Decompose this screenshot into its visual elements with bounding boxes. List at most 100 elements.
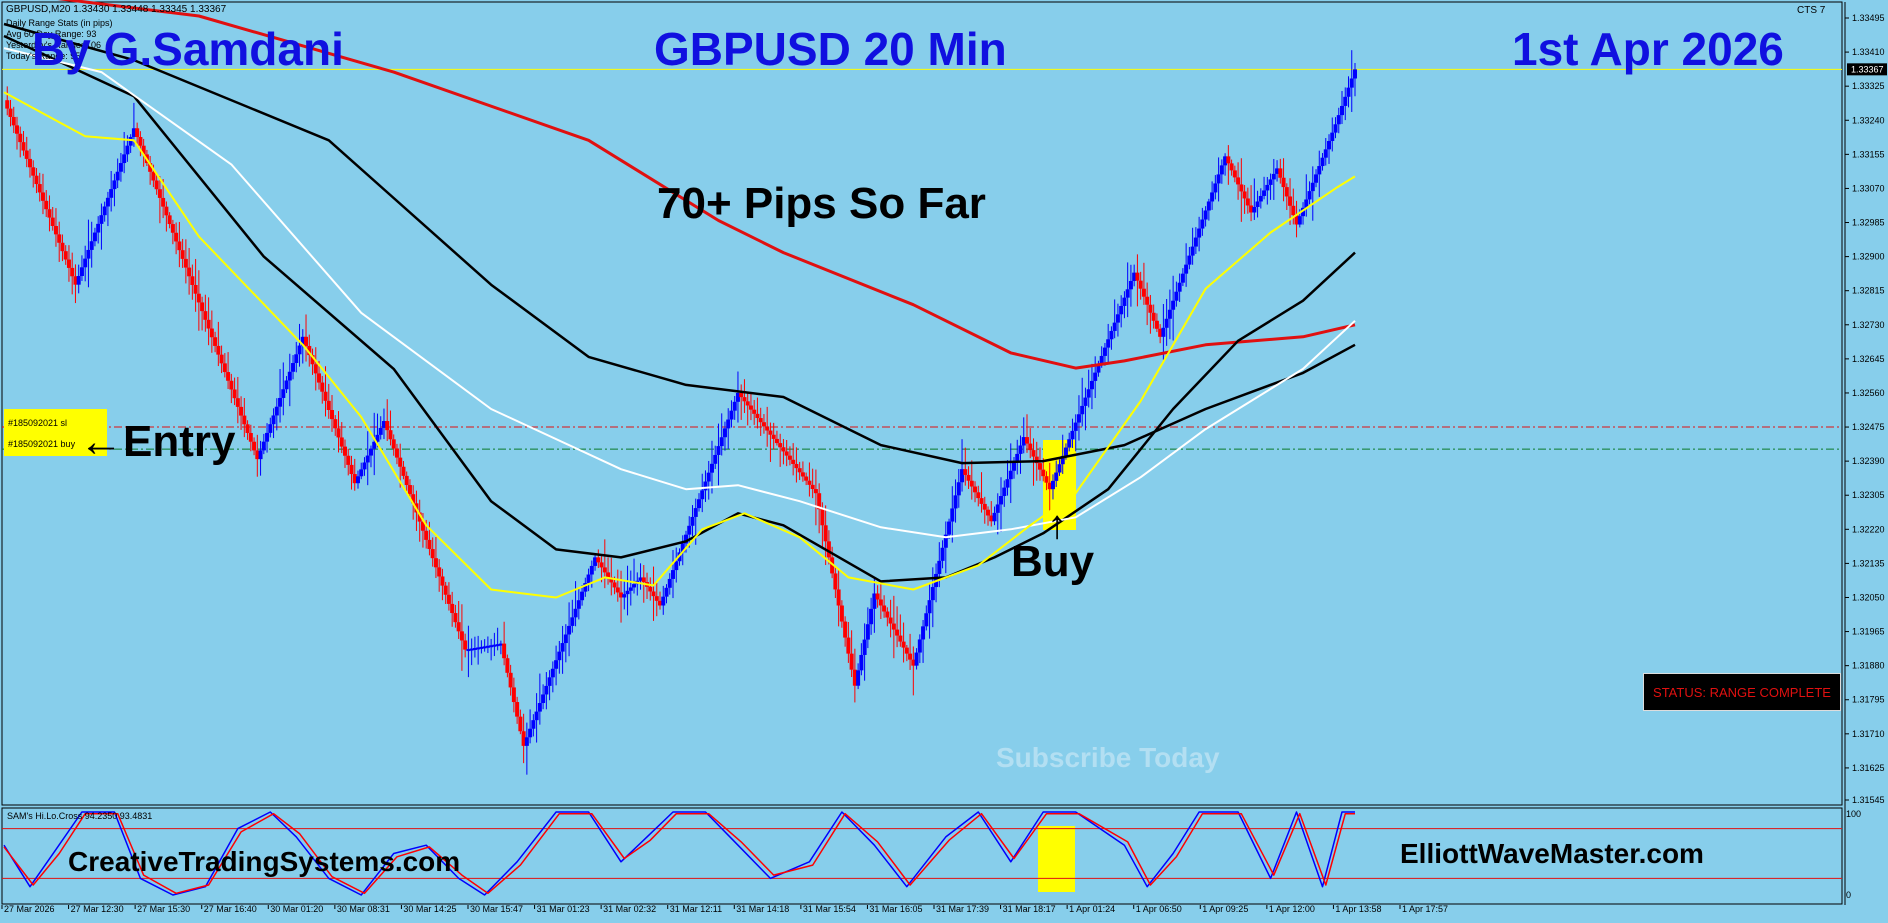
bull-bar — [1193, 237, 1198, 247]
bear-bar — [398, 457, 403, 467]
bear-bar — [60, 242, 65, 252]
bull-bar — [102, 206, 107, 216]
bear-bar — [317, 373, 322, 383]
bear-bar — [440, 576, 445, 586]
time-tick-label: 30 Mar 15:47 — [470, 904, 523, 914]
bull-bar — [1271, 173, 1276, 180]
bear-bar — [394, 448, 399, 458]
bull-bar — [703, 481, 708, 491]
price-tick-label: 1.31710 — [1852, 729, 1885, 739]
bull-bar — [1012, 462, 1017, 471]
bull-bar — [528, 728, 533, 738]
bear-bar — [193, 284, 198, 294]
bear-bar — [768, 430, 773, 435]
bear-bar — [209, 328, 214, 338]
bear-bar — [969, 480, 974, 487]
bear-bar — [219, 354, 224, 364]
bull-bar — [287, 371, 292, 381]
bear-bar — [148, 163, 153, 172]
range-stats-panel: Daily Range Stats (in pips) Avg 60 Day R… — [6, 18, 113, 62]
bear-bar — [73, 276, 78, 285]
bear-bar — [1158, 328, 1163, 337]
bear-bar — [1236, 177, 1241, 185]
bull-bar — [563, 634, 568, 644]
bull-bar — [1265, 184, 1270, 191]
bear-bar — [612, 582, 617, 588]
bear-bar — [1154, 320, 1159, 329]
time-tick-label: 31 Mar 14:18 — [736, 904, 789, 914]
bear-bar — [417, 512, 422, 522]
bear-bar — [27, 158, 32, 168]
bull-bar — [524, 737, 529, 746]
bear-bar — [901, 641, 906, 648]
trade-tags: #185092021 sl #185092021 buy — [4, 409, 107, 456]
bull-bar — [992, 512, 997, 522]
indicator-scale-low: 0 — [1846, 890, 1852, 900]
bear-bar — [18, 133, 23, 143]
bull-bar — [632, 584, 637, 588]
bull-bar — [560, 643, 565, 652]
bear-bar — [849, 653, 854, 670]
bull-bar — [1180, 273, 1185, 283]
bull-bar — [1060, 455, 1065, 465]
bear-bar — [433, 558, 438, 568]
bear-bar — [1028, 443, 1033, 451]
bear-bar — [141, 145, 146, 155]
price-tick-label: 1.33410 — [1852, 47, 1885, 57]
buy-tag: #185092021 buy — [8, 439, 76, 449]
bear-bar — [1145, 296, 1150, 305]
bull-bar — [956, 482, 961, 496]
bear-bar — [57, 234, 62, 243]
bear-bar — [830, 557, 835, 574]
bear-bar — [40, 192, 45, 201]
price-tick-label: 1.32815 — [1852, 286, 1885, 296]
bear-bar — [1229, 163, 1234, 171]
bear-bar — [619, 592, 624, 598]
bull-bar — [359, 469, 364, 477]
current-price-label: 1.33367 — [1851, 64, 1884, 74]
bear-bar — [787, 455, 792, 460]
bull-bar — [125, 145, 130, 155]
bear-bar — [70, 267, 75, 277]
bear-bar — [839, 605, 844, 622]
bull-bar — [1349, 78, 1354, 88]
bear-bar — [401, 466, 406, 476]
bear-bar — [1294, 215, 1299, 225]
bear-bar — [843, 621, 848, 638]
site-right: ElliottWaveMaster.com — [1400, 838, 1704, 869]
bull-bar — [1063, 447, 1068, 456]
bull-bar — [1099, 355, 1104, 365]
bull-bar — [586, 574, 591, 584]
bull-bar — [1054, 472, 1059, 481]
bear-bar — [898, 635, 903, 642]
bull-bar — [680, 543, 685, 553]
bull-bar — [466, 649, 471, 652]
moving-average-line — [57, 0, 1356, 370]
time-tick-label: 1 Apr 12:00 — [1269, 904, 1315, 914]
bull-bar — [1310, 182, 1315, 192]
bull-bar — [79, 267, 84, 276]
moving-average-line — [3, 22, 1356, 465]
bull-bar — [92, 232, 97, 242]
bear-bar — [427, 539, 432, 550]
bull-bar — [1333, 124, 1338, 133]
bear-bar — [1232, 170, 1237, 178]
symbol-header: GBPUSD,M20 1.33430 1.33448 1.33345 1.333… — [6, 4, 227, 15]
bull-bar — [281, 389, 286, 398]
bull-bar — [294, 354, 299, 364]
price-tick-label: 1.31545 — [1852, 795, 1885, 805]
bear-bar — [24, 150, 29, 159]
bear-bar — [443, 585, 448, 595]
bear-bar — [1034, 456, 1039, 464]
bear-bar — [53, 225, 58, 235]
bull-bar — [531, 720, 536, 729]
bull-bar — [541, 694, 546, 704]
current-price-tag — [1847, 63, 1887, 76]
bull-bar — [625, 590, 630, 595]
bull-bar — [271, 415, 276, 425]
bear-bar — [609, 577, 614, 583]
bear-bar — [323, 391, 328, 401]
moving-average-line — [3, 47, 1356, 539]
bear-bar — [177, 241, 182, 251]
bull-bar — [557, 651, 562, 661]
